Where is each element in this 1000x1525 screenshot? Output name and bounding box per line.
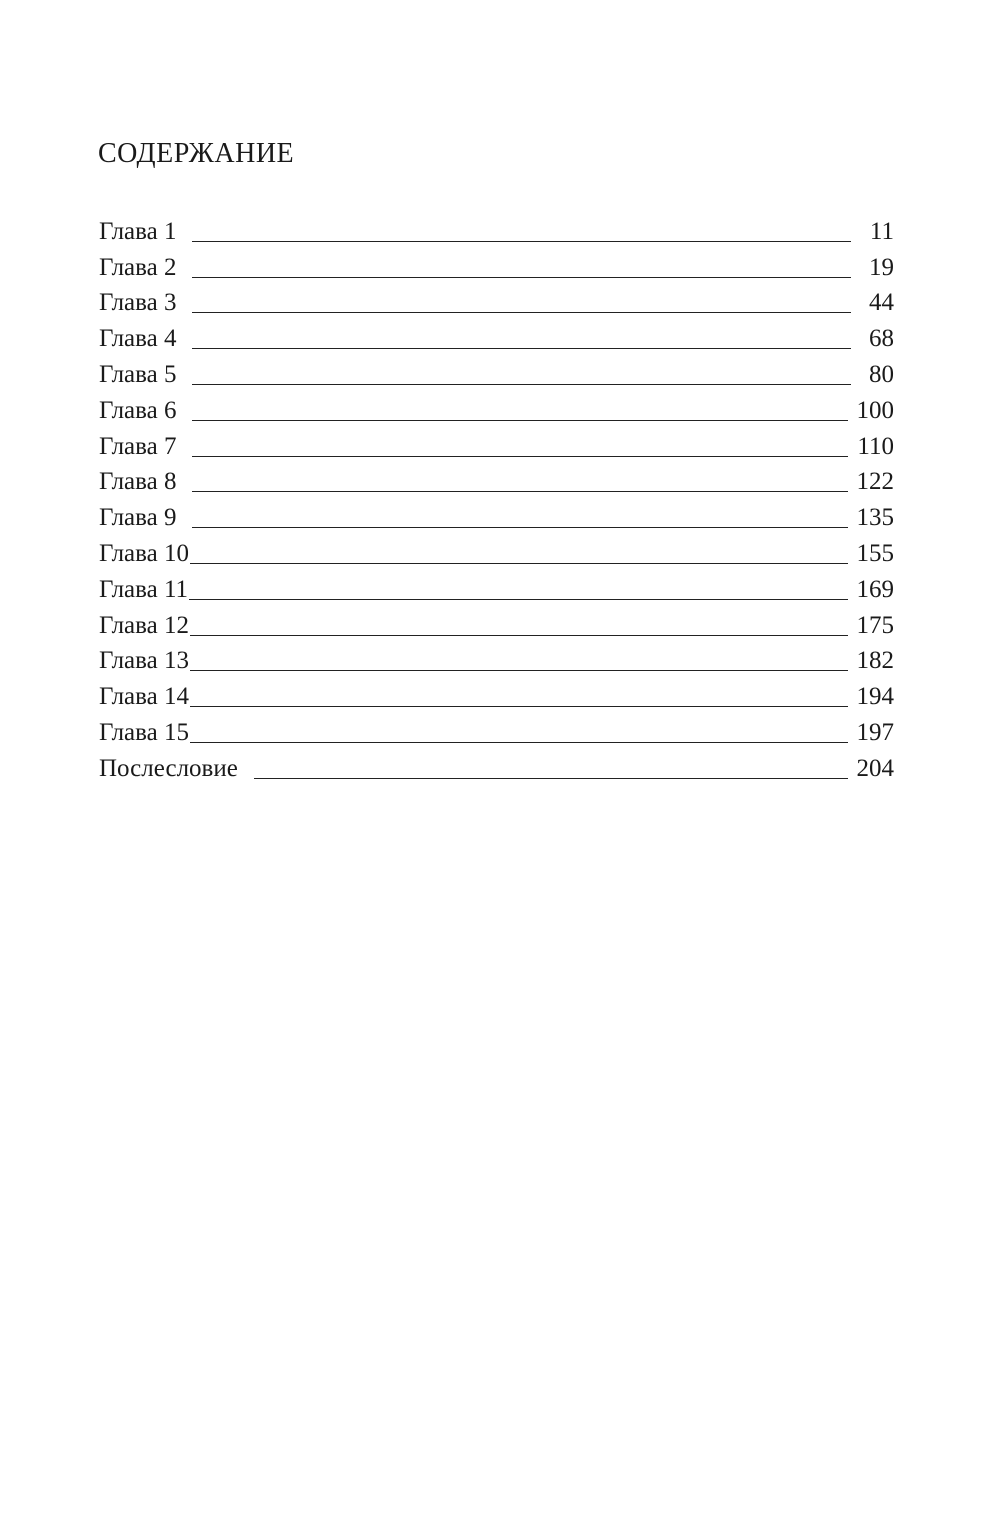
toc-page-number: 182 [856,647,895,675]
toc-leader-line [189,705,848,708]
toc-leader-line [192,455,849,457]
toc-entry[interactable]: Глава 5 80 [99,354,894,390]
page-title: СОДЕРЖАНИЕ [98,138,295,169]
toc-entry[interactable]: Послесловие 204 [99,748,894,784]
toc-leader-line [189,598,848,600]
toc-entry-label: Глава 7 [99,432,177,460]
toc-page-number: 204 [856,754,895,782]
toc-page-number: 19 [869,253,894,281]
toc-entry[interactable]: Глава 7 110 [99,426,894,462]
toc-page-number: 155 [856,539,895,567]
toc-leader-line [192,490,848,493]
toc-page-number: 11 [869,217,894,245]
toc-leader-line [192,276,851,278]
toc-entry-label: Глава 11 [99,575,189,603]
toc-entry-label: Глава 9 [99,504,177,532]
toc-leader-line [189,562,848,564]
toc-page-number: 122 [856,468,895,496]
toc-leader-line [192,311,851,314]
toc-entry[interactable]: Глава 1 11 [99,211,894,247]
toc-leader-line [189,669,848,672]
toc-leader-line [189,741,848,743]
toc-page-number: 80 [869,360,894,388]
toc-entry[interactable]: Глава 3 44 [99,283,894,319]
toc-entry-label: Послесловие [99,754,238,782]
table-of-contents: Глава 1 11 Глава 2 19 Глава 3 44 Глава 4 68 Глав… [99,211,894,784]
toc-leader-line [189,634,848,636]
toc-entry[interactable]: Глава 15 197 [99,712,894,748]
toc-entry[interactable]: Глава 11 169 [99,569,894,605]
toc-page-number: 175 [856,611,895,639]
toc-entry-label: Глава 3 [99,289,177,317]
toc-entry[interactable]: Глава 13 182 [99,641,894,677]
toc-entry-label: Глава 12 [99,611,189,639]
toc-leader-line [192,526,848,529]
toc-entry-label: Глава 14 [99,683,189,711]
toc-entry-label: Глава 4 [99,325,177,353]
toc-entry[interactable]: Глава 12 175 [99,605,894,641]
toc-page-number: 68 [869,325,894,353]
toc-leader-line [253,777,848,779]
toc-entry[interactable]: Глава 2 19 [99,247,894,283]
toc-entry-label: Глава 5 [99,360,177,388]
toc-leader-line [192,383,851,385]
toc-page-number: 110 [857,432,894,460]
toc-page-number: 100 [856,396,895,424]
toc-entry-label: Глава 2 [99,253,177,281]
toc-leader-line [192,419,848,421]
toc-entry-label: Глава 10 [99,539,189,567]
toc-page-number: 197 [856,718,895,746]
toc-page-number: 169 [856,575,895,603]
toc-entry[interactable]: Глава 14 194 [99,676,894,712]
toc-page-number: 44 [869,289,894,317]
toc-entry-label: Глава 13 [99,647,189,675]
toc-entry[interactable]: Глава 9 135 [99,497,894,533]
toc-entry-label: Глава 8 [99,468,177,496]
toc-leader-line [192,240,851,242]
toc-entry[interactable]: Глава 6 100 [99,390,894,426]
toc-entry-label: Глава 1 [99,217,177,245]
toc-page-number: 194 [856,683,895,711]
toc-entry-label: Глава 15 [99,718,189,746]
toc-entry[interactable]: Глава 10 155 [99,533,894,569]
toc-entry[interactable]: Глава 8 122 [99,462,894,498]
toc-leader-line [192,347,851,350]
toc-entry[interactable]: Глава 4 68 [99,318,894,354]
toc-entry-label: Глава 6 [99,396,177,424]
toc-page-number: 135 [856,504,895,532]
